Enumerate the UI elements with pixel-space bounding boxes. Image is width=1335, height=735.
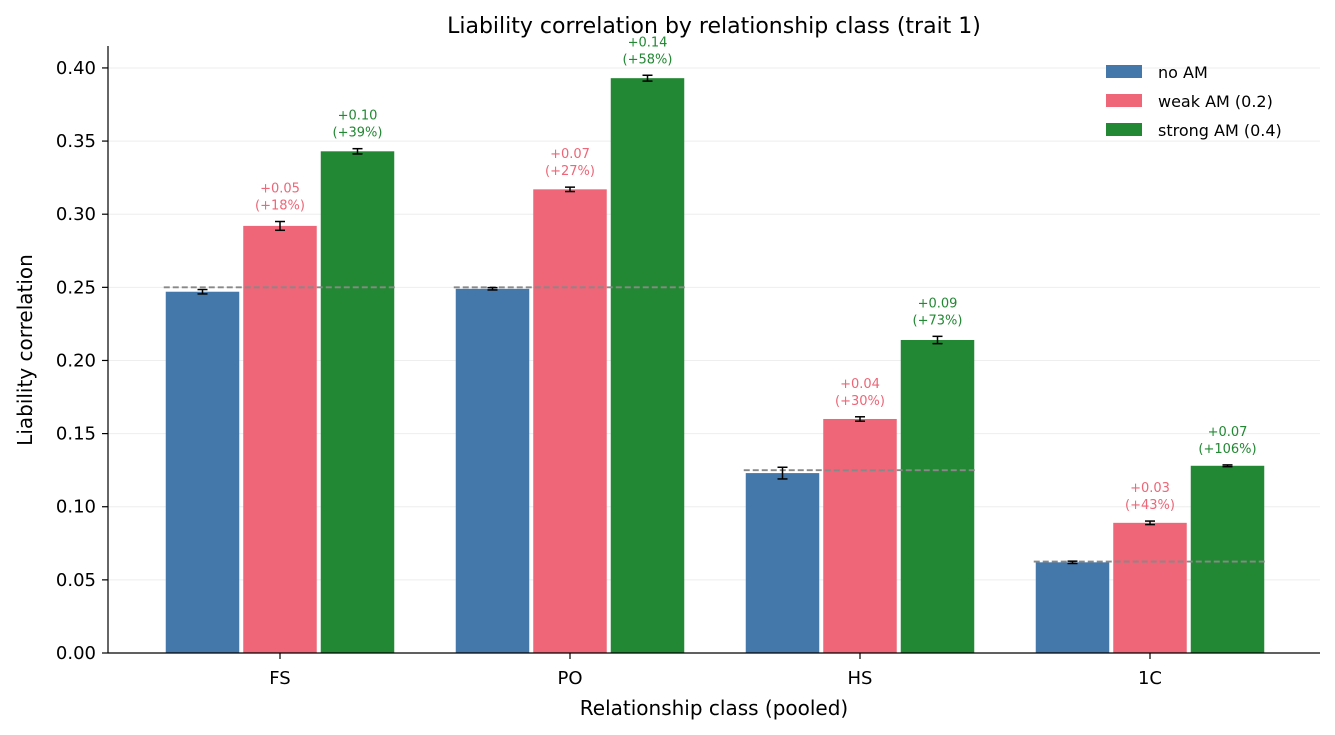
bar: [745, 473, 820, 653]
y-tick-label: 0.40: [56, 58, 96, 79]
x-tick-label: FS: [269, 668, 290, 689]
bar-annotation-diff: +0.07: [1208, 425, 1248, 440]
legend: no AM weak AM (0.2) strong AM (0.4): [1106, 63, 1282, 140]
legend-swatch: [1106, 94, 1142, 107]
y-tick-label: 0.25: [56, 277, 96, 298]
plot-area: +0.05 (+18%) +0.07 (+27%) +0.04 (+30%) +0.03 (+…: [56, 35, 1320, 689]
y-tick-label: 0.35: [56, 131, 96, 152]
bar-annotation-pct: (+43%): [1125, 498, 1175, 513]
bar: [455, 288, 530, 653]
legend-swatch: [1106, 65, 1142, 78]
bar-annotation-pct: (+18%): [255, 199, 305, 214]
bar: [823, 418, 897, 653]
bar: [1190, 465, 1265, 653]
x-tick-label: 1C: [1138, 668, 1162, 689]
bar: [320, 151, 395, 653]
bar-annotation-diff: +0.07: [550, 147, 590, 162]
legend-label: no AM: [1158, 63, 1208, 82]
bar-annotation-diff: +0.10: [338, 109, 378, 124]
bar: [900, 339, 975, 653]
bar-annotation-diff: +0.04: [840, 377, 880, 392]
bar: [1035, 562, 1110, 653]
bar: [243, 225, 317, 654]
bar-annotation-pct: (+30%): [835, 394, 885, 409]
legend-label: weak AM (0.2): [1158, 92, 1273, 111]
y-axis-title: Liability correlation: [13, 254, 37, 446]
bar: [1113, 522, 1187, 653]
y-tick-label: 0.10: [56, 497, 96, 518]
chart-title: Liability correlation by relationship cl…: [447, 14, 981, 39]
legend-swatch: [1106, 123, 1142, 136]
bar-annotation-pct: (+73%): [913, 313, 963, 328]
bar: [610, 78, 685, 653]
x-axis-title: Relationship class (pooled): [580, 696, 848, 720]
bar-annotation-diff: +0.05: [260, 182, 300, 197]
bar-annotation-pct: (+39%): [333, 126, 383, 141]
bar-annotation-pct: (+58%): [623, 52, 673, 67]
bar-annotation-pct: (+27%): [545, 164, 595, 179]
bar: [165, 291, 240, 653]
legend-label: strong AM (0.4): [1158, 121, 1282, 140]
bar: [533, 189, 607, 653]
x-tick-label: PO: [557, 668, 582, 689]
y-tick-label: 0.20: [56, 350, 96, 371]
bar-annotation-diff: +0.14: [628, 35, 668, 50]
y-tick-label: 0.00: [56, 643, 96, 664]
y-tick-label: 0.15: [56, 424, 96, 445]
bar-annotation-diff: +0.03: [1130, 481, 1170, 496]
x-tick-label: HS: [848, 668, 873, 689]
bar-annotation-diff: +0.09: [918, 296, 958, 311]
bar-annotation-pct: (+106%): [1198, 442, 1256, 457]
y-tick-label: 0.05: [56, 570, 96, 591]
y-tick-label: 0.30: [56, 204, 96, 225]
